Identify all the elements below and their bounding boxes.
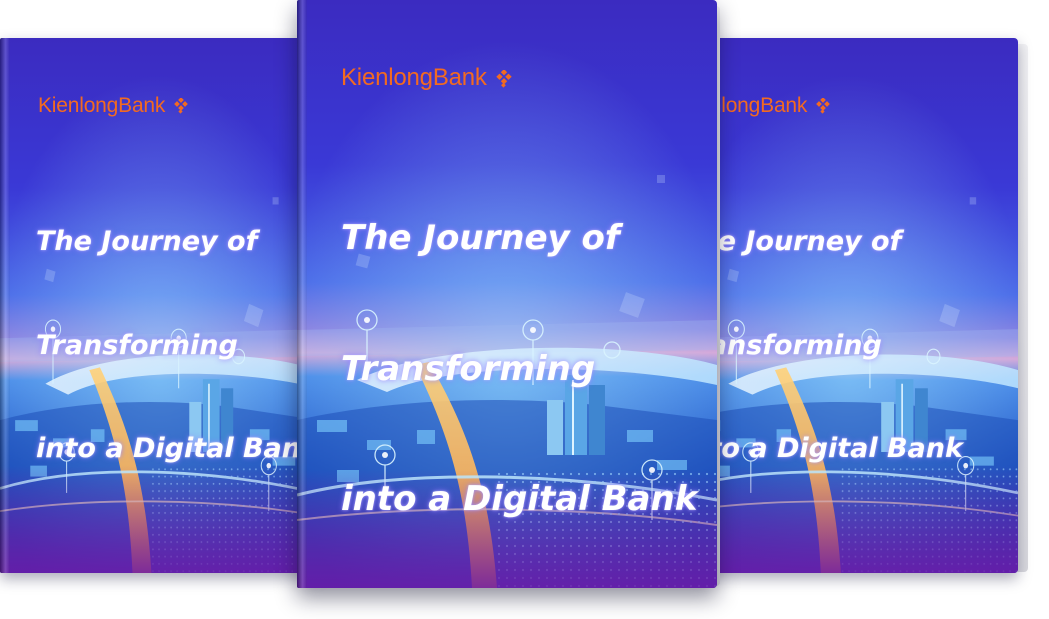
book-spine bbox=[0, 38, 10, 573]
title-line-3: into a Digital Bank bbox=[341, 479, 698, 520]
book-cover-center: KienlongBank The Journey of Transforming… bbox=[297, 0, 717, 588]
cover-title: The Journey of Transforming into a Digit… bbox=[36, 156, 318, 536]
title-line-1: The Journey of bbox=[36, 226, 258, 258]
title-line-2: Transforming bbox=[341, 348, 596, 389]
brand-name-part2: Bank bbox=[760, 94, 808, 117]
title-line-3: into a Digital Bank bbox=[700, 433, 963, 465]
title-line-1: The Journey of bbox=[700, 226, 902, 258]
cover-title: The Journey of Transforming into a Digit… bbox=[700, 156, 963, 536]
brand-name-part1: Kienlong bbox=[341, 64, 433, 91]
brand-name-part2: Bank bbox=[118, 94, 166, 117]
diamond-grid-icon bbox=[174, 98, 188, 115]
cover-title: The Journey of Transforming into a Digit… bbox=[341, 130, 697, 588]
book-cover-left: KienlongBank The Journey of Transforming… bbox=[0, 38, 318, 573]
brand-logo: KienlongBank bbox=[38, 94, 189, 118]
brand-logo: KienlongBank bbox=[341, 64, 513, 92]
diamond-grid-icon bbox=[496, 69, 512, 88]
diamond-grid-icon bbox=[816, 98, 830, 115]
book-cover-right: KienlongBank The Journey of Transforming… bbox=[700, 38, 1018, 573]
title-line-2: Transforming bbox=[700, 329, 882, 361]
brand-name-part2: Bank bbox=[432, 64, 487, 91]
title-line-3: into a Digital Bank bbox=[36, 433, 318, 465]
brand-name-part1: Kienlong bbox=[38, 94, 119, 117]
book-spine bbox=[297, 0, 307, 588]
title-line-2: Transforming bbox=[36, 329, 238, 361]
title-line-1: The Journey of bbox=[341, 218, 620, 259]
